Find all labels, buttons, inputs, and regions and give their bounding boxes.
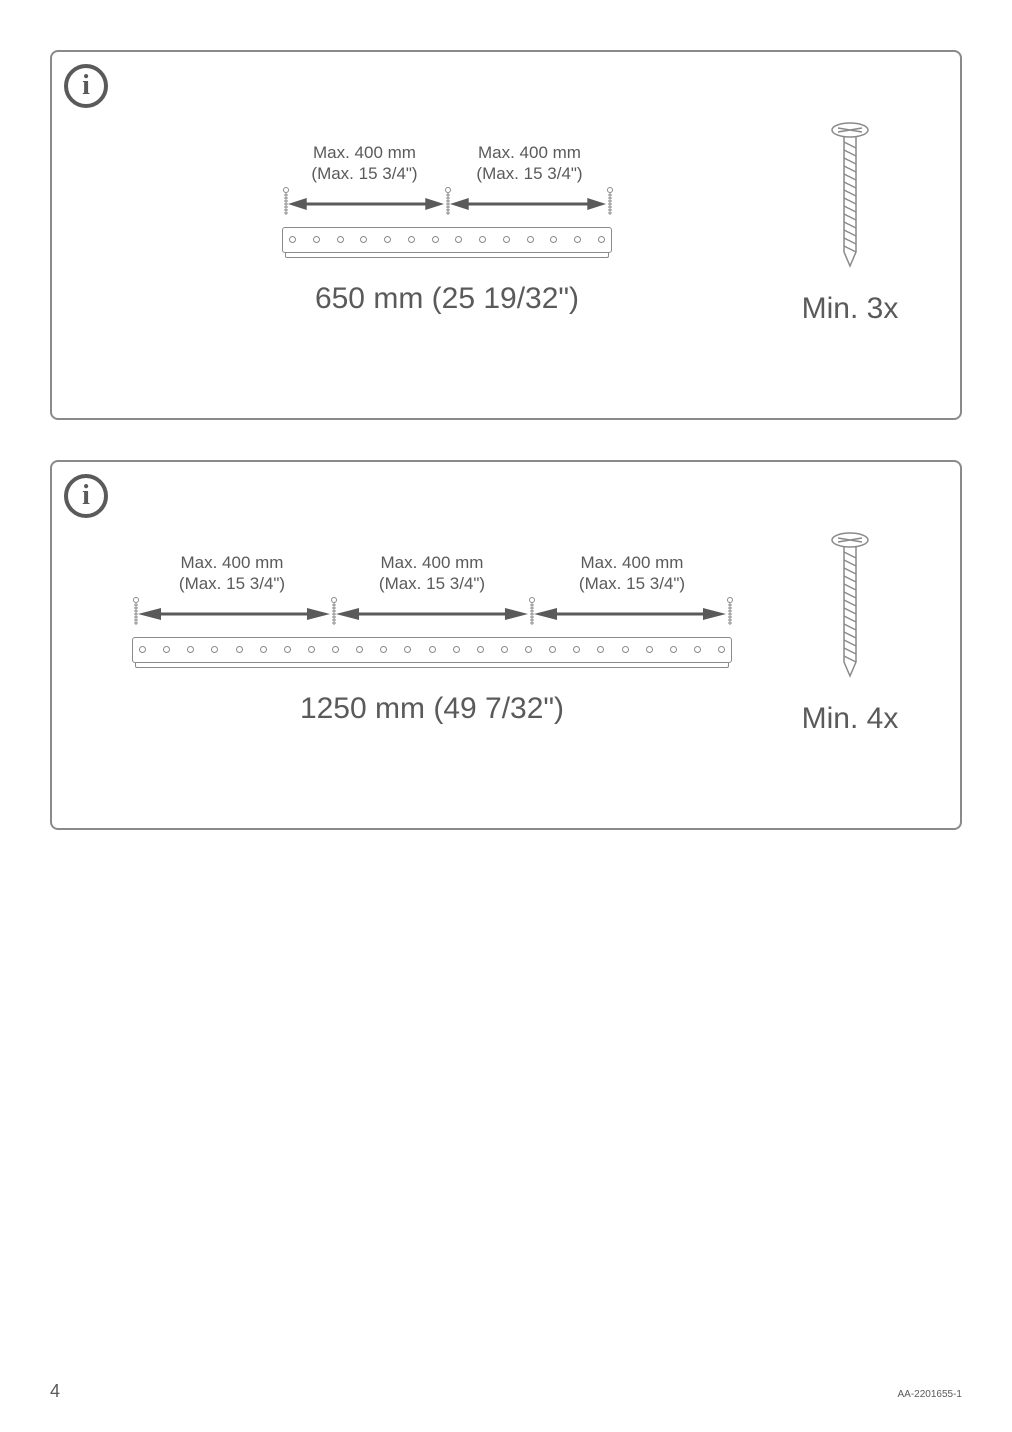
document-id: AA-2201655-1 [898,1389,963,1400]
info-panel-1: i Max. 400 mm(Max. 15 3/4")Max. 400 mm(M… [50,50,962,420]
rail-hole [163,646,170,653]
double-arrow-icon [450,197,606,211]
dimension-segment-label: Max. 400 mm(Max. 15 3/4") [332,552,532,595]
rail-hole [429,646,436,653]
double-arrow-icon [288,197,444,211]
hanger-icon [606,191,612,217]
rail-hole [527,236,534,243]
rail-hole [479,236,486,243]
rail-hole [622,646,629,653]
screw-block-1: Min. 3x [780,122,920,326]
screw-block-2: Min. 4x [780,532,920,736]
rail-hole [549,646,556,653]
rail-hole [211,646,218,653]
dimension-segment-label: Max. 400 mm(Max. 15 3/4") [282,142,447,185]
rail-hole [550,236,557,243]
info-icon: i [64,64,108,108]
rail-length-label-1: 650 mm (25 19/32") [282,282,612,316]
rail-hole [525,646,532,653]
page-footer: 4 AA-2201655-1 [50,1381,962,1402]
page-number: 4 [50,1381,60,1402]
rail-hole [284,646,291,653]
rail-hole [260,646,267,653]
rail-block-1: Max. 400 mm(Max. 15 3/4")Max. 400 mm(Max… [282,142,612,253]
rail-block-2: Max. 400 mm(Max. 15 3/4")Max. 400 mm(Max… [132,552,732,663]
dimension-segment-label: Max. 400 mm(Max. 15 3/4") [447,142,612,185]
rail-hole [718,646,725,653]
double-arrow-icon [534,607,726,621]
rail-hole [574,236,581,243]
rail-hole [455,236,462,243]
screw-icon [830,532,870,682]
rail-hole [503,236,510,243]
rail-hole [598,236,605,243]
rail-hole [313,236,320,243]
rail-hole [453,646,460,653]
dimension-labels-1: Max. 400 mm(Max. 15 3/4")Max. 400 mm(Max… [282,142,612,185]
rail-hole [332,646,339,653]
double-arrow-icon [138,607,330,621]
arrow-row-2 [132,599,732,629]
rail-hole [432,236,439,243]
dimension-segment-label: Max. 400 mm(Max. 15 3/4") [532,552,732,595]
rail-hole [408,236,415,243]
rail-hole [670,646,677,653]
rail-hole [597,646,604,653]
dimension-segment-label: Max. 400 mm(Max. 15 3/4") [132,552,332,595]
rail-hole [356,646,363,653]
rail-hole [236,646,243,653]
rail-hole [501,646,508,653]
double-arrow-icon [336,607,528,621]
rail-hole [694,646,701,653]
info-icon: i [64,474,108,518]
screw-min-label-2: Min. 4x [780,702,920,736]
screw-icon [830,122,870,272]
rail-hole [139,646,146,653]
rail-hole [337,236,344,243]
rail-hole [573,646,580,653]
rail-hole [404,646,411,653]
rail-hole [646,646,653,653]
rail-hole [380,646,387,653]
screw-min-label-1: Min. 3x [780,292,920,326]
mounting-rail-1 [282,227,612,253]
mounting-rail-2 [132,637,732,663]
dimension-labels-2: Max. 400 mm(Max. 15 3/4")Max. 400 mm(Max… [132,552,732,595]
rail-hole [187,646,194,653]
info-panel-2: i Max. 400 mm(Max. 15 3/4")Max. 400 mm(M… [50,460,962,830]
rail-hole [360,236,367,243]
rail-hole [477,646,484,653]
arrow-row-1 [282,189,612,219]
rail-hole [384,236,391,243]
hanger-icon [726,601,732,627]
rail-hole [289,236,296,243]
rail-length-label-2: 1250 mm (49 7/32") [132,692,732,726]
rail-hole [308,646,315,653]
